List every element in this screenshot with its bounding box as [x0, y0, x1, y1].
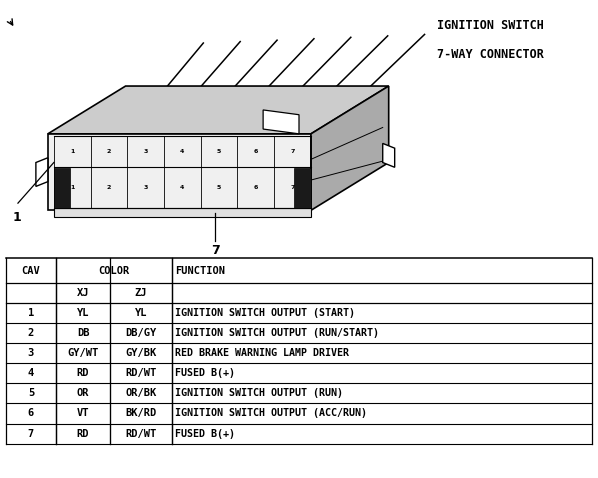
- Polygon shape: [383, 143, 395, 167]
- Text: OR/BK: OR/BK: [126, 389, 157, 398]
- Text: 5: 5: [217, 149, 221, 154]
- Text: FUSED B(+): FUSED B(+): [175, 369, 235, 378]
- Text: GY/BK: GY/BK: [126, 348, 157, 358]
- Text: OR: OR: [77, 389, 89, 398]
- Text: ZJ: ZJ: [135, 288, 147, 298]
- Polygon shape: [54, 168, 71, 208]
- Text: YL: YL: [135, 308, 147, 318]
- Text: 1: 1: [70, 149, 74, 154]
- Text: IGNITION SWITCH OUTPUT (RUN/START): IGNITION SWITCH OUTPUT (RUN/START): [175, 328, 379, 338]
- Text: IGNITION SWITCH OUTPUT (START): IGNITION SWITCH OUTPUT (START): [175, 308, 355, 318]
- Text: 2: 2: [106, 185, 111, 190]
- Text: 3: 3: [144, 185, 148, 190]
- Polygon shape: [36, 158, 48, 186]
- Text: 7: 7: [28, 429, 34, 438]
- Polygon shape: [263, 110, 299, 134]
- Text: 7-WAY CONNECTOR: 7-WAY CONNECTOR: [437, 48, 544, 61]
- Text: BK/RD: BK/RD: [126, 409, 157, 418]
- Text: 1: 1: [28, 308, 34, 318]
- Text: 6: 6: [28, 409, 34, 418]
- Text: RD: RD: [77, 369, 89, 378]
- Text: FUSED B(+): FUSED B(+): [175, 429, 235, 438]
- Text: RD/WT: RD/WT: [126, 429, 157, 438]
- Polygon shape: [48, 134, 311, 210]
- Text: CAV: CAV: [22, 266, 40, 275]
- Text: 6: 6: [254, 185, 258, 190]
- Polygon shape: [54, 208, 311, 217]
- Polygon shape: [311, 86, 389, 210]
- Text: 4: 4: [180, 185, 185, 190]
- Text: YL: YL: [77, 308, 89, 318]
- Text: 2: 2: [106, 149, 111, 154]
- Text: COLOR: COLOR: [98, 266, 129, 275]
- Text: IGNITION SWITCH: IGNITION SWITCH: [437, 19, 544, 32]
- Text: 4: 4: [180, 149, 185, 154]
- Text: RD: RD: [77, 429, 89, 438]
- Text: GY/WT: GY/WT: [68, 348, 99, 358]
- Text: 1: 1: [13, 211, 21, 224]
- Text: DB/GY: DB/GY: [126, 328, 157, 338]
- Text: DB: DB: [77, 328, 89, 338]
- Text: 7: 7: [211, 244, 219, 258]
- Text: 7: 7: [291, 149, 295, 154]
- Text: 3: 3: [144, 149, 148, 154]
- Text: IGNITION SWITCH OUTPUT (ACC/RUN): IGNITION SWITCH OUTPUT (ACC/RUN): [175, 409, 367, 418]
- Text: 6: 6: [254, 149, 258, 154]
- Text: IGNITION SWITCH OUTPUT (RUN): IGNITION SWITCH OUTPUT (RUN): [175, 389, 343, 398]
- Text: FUNCTION: FUNCTION: [175, 266, 225, 275]
- Text: 1: 1: [70, 185, 74, 190]
- Text: XJ: XJ: [77, 288, 89, 298]
- Text: 5: 5: [217, 185, 221, 190]
- Text: 3: 3: [28, 348, 34, 358]
- Polygon shape: [48, 86, 389, 134]
- Text: 4: 4: [28, 369, 34, 378]
- Text: RD/WT: RD/WT: [126, 369, 157, 378]
- Text: VT: VT: [77, 409, 89, 418]
- Text: 7: 7: [291, 185, 295, 190]
- Text: RED BRAKE WARNING LAMP DRIVER: RED BRAKE WARNING LAMP DRIVER: [175, 348, 349, 358]
- Text: 5: 5: [28, 389, 34, 398]
- Text: 2: 2: [28, 328, 34, 338]
- Polygon shape: [294, 168, 311, 208]
